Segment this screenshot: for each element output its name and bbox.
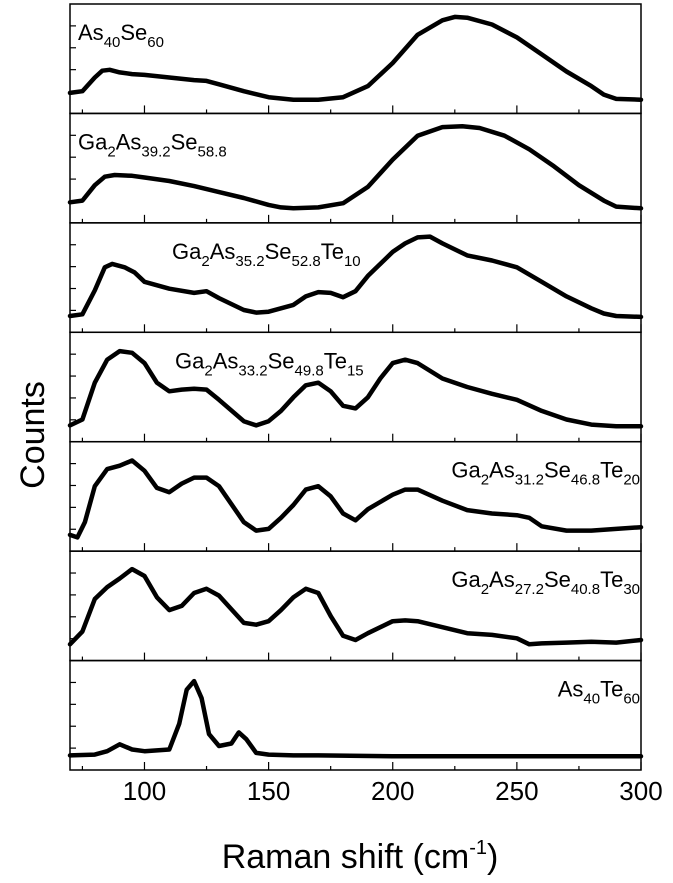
x-tick-label: 300 — [619, 776, 662, 806]
sample-label-part: 46.8 — [571, 472, 600, 489]
spectrum-line-2 — [67, 124, 644, 211]
panel-frame-1 — [69, 3, 642, 115]
sample-label-part: 39.2 — [141, 143, 170, 160]
sample-label-part: 2 — [481, 472, 489, 489]
x-tick-label: 100 — [123, 776, 166, 806]
sample-label-part: As — [213, 348, 239, 373]
sample-label-part: 40.8 — [571, 581, 600, 598]
x-tick-label: 150 — [247, 776, 290, 806]
sample-label-part: As — [558, 677, 584, 702]
sample-label-part: 10 — [344, 253, 361, 270]
sample-label-part: As — [210, 239, 236, 264]
sample-label-part: 58.8 — [198, 143, 227, 160]
sample-label-part: Te — [324, 348, 347, 373]
panel-frame-3 — [69, 222, 642, 334]
sample-label-7: As40Te60 — [558, 677, 640, 708]
y-axis-title: Counts — [14, 381, 52, 489]
sample-label-part: Se — [268, 348, 295, 373]
panel-frame-7 — [69, 659, 642, 771]
sample-label-6: Ga2As27.2Se40.8Te30 — [451, 567, 640, 598]
sample-label-part: 30 — [623, 581, 640, 598]
spectrum-line-6 — [67, 566, 644, 647]
spectra-curves — [67, 14, 644, 759]
sample-label-1: As40Se60 — [78, 20, 164, 51]
sample-label-part: As — [116, 129, 142, 154]
sample-label-part: Te — [600, 458, 623, 483]
sample-label-part: As — [489, 567, 515, 592]
spectrum-line-5 — [67, 458, 644, 540]
sample-label-part: Se — [265, 239, 292, 264]
sample-label-part: Ga — [78, 129, 108, 154]
sample-label-part: Ga — [172, 239, 202, 264]
sample-label-part: Ga — [451, 567, 481, 592]
sample-label-part: 31.2 — [515, 472, 544, 489]
sample-label-part: Se — [120, 20, 147, 45]
spectrum-line-7 — [67, 678, 644, 759]
sample-label-part: 2 — [481, 581, 489, 598]
sample-label-part: 40 — [583, 691, 600, 708]
sample-label-part: Se — [171, 129, 198, 154]
sample-label-part: 49.8 — [295, 362, 324, 379]
sample-label-part: Te — [600, 567, 623, 592]
x-tick-label: 250 — [495, 776, 538, 806]
sample-label-part: 52.8 — [292, 253, 321, 270]
sample-label-part: As — [489, 458, 515, 483]
x-axis-title-sup: -1 — [469, 837, 487, 859]
sample-label-part: As — [78, 20, 104, 45]
spectrum-line-4 — [67, 348, 644, 429]
sample-label-2: Ga2As39.2Se58.8 — [78, 129, 227, 160]
sample-label-part: 40 — [104, 34, 121, 51]
sample-label-part: Ga — [451, 458, 481, 483]
x-tick-label: 200 — [371, 776, 414, 806]
sample-label-part: 2 — [201, 253, 209, 270]
panel-frame-4 — [69, 331, 642, 443]
sample-labels: As40Se60Ga2As39.2Se58.8Ga2As35.2Se52.8Te… — [78, 20, 640, 708]
sample-label-part: 2 — [107, 143, 115, 160]
sample-label-part: 60 — [623, 691, 640, 708]
sample-label-part: 15 — [347, 362, 364, 379]
sample-label-part: 33.2 — [238, 362, 267, 379]
panel-frames — [69, 3, 642, 771]
x-axis-title: Raman shift (cm-1) — [222, 837, 499, 876]
sample-label-part: 20 — [623, 472, 640, 489]
spectrum-line-1 — [67, 14, 644, 102]
sample-label-part: 60 — [147, 34, 164, 51]
x-axis-title-close: ) — [487, 838, 498, 876]
sample-label-part: Se — [544, 567, 571, 592]
spectrum-line-3 — [67, 234, 644, 320]
sample-label-part: Ga — [175, 348, 205, 373]
sample-label-4: Ga2As33.2Se49.8Te15 — [175, 348, 364, 379]
x-axis-title-main: Raman shift (cm — [222, 838, 470, 876]
sample-label-part: 27.2 — [515, 581, 544, 598]
sample-label-part: Te — [321, 239, 344, 264]
sample-label-part: 35.2 — [235, 253, 264, 270]
sample-label-part: 2 — [204, 362, 212, 379]
sample-label-part: Te — [600, 677, 623, 702]
sample-label-part: Se — [544, 458, 571, 483]
sample-label-5: Ga2As31.2Se46.8Te20 — [451, 458, 640, 489]
x-axis: 100 150 200 250 300 — [123, 776, 663, 806]
sample-label-3: Ga2As35.2Se52.8Te10 — [172, 239, 361, 270]
